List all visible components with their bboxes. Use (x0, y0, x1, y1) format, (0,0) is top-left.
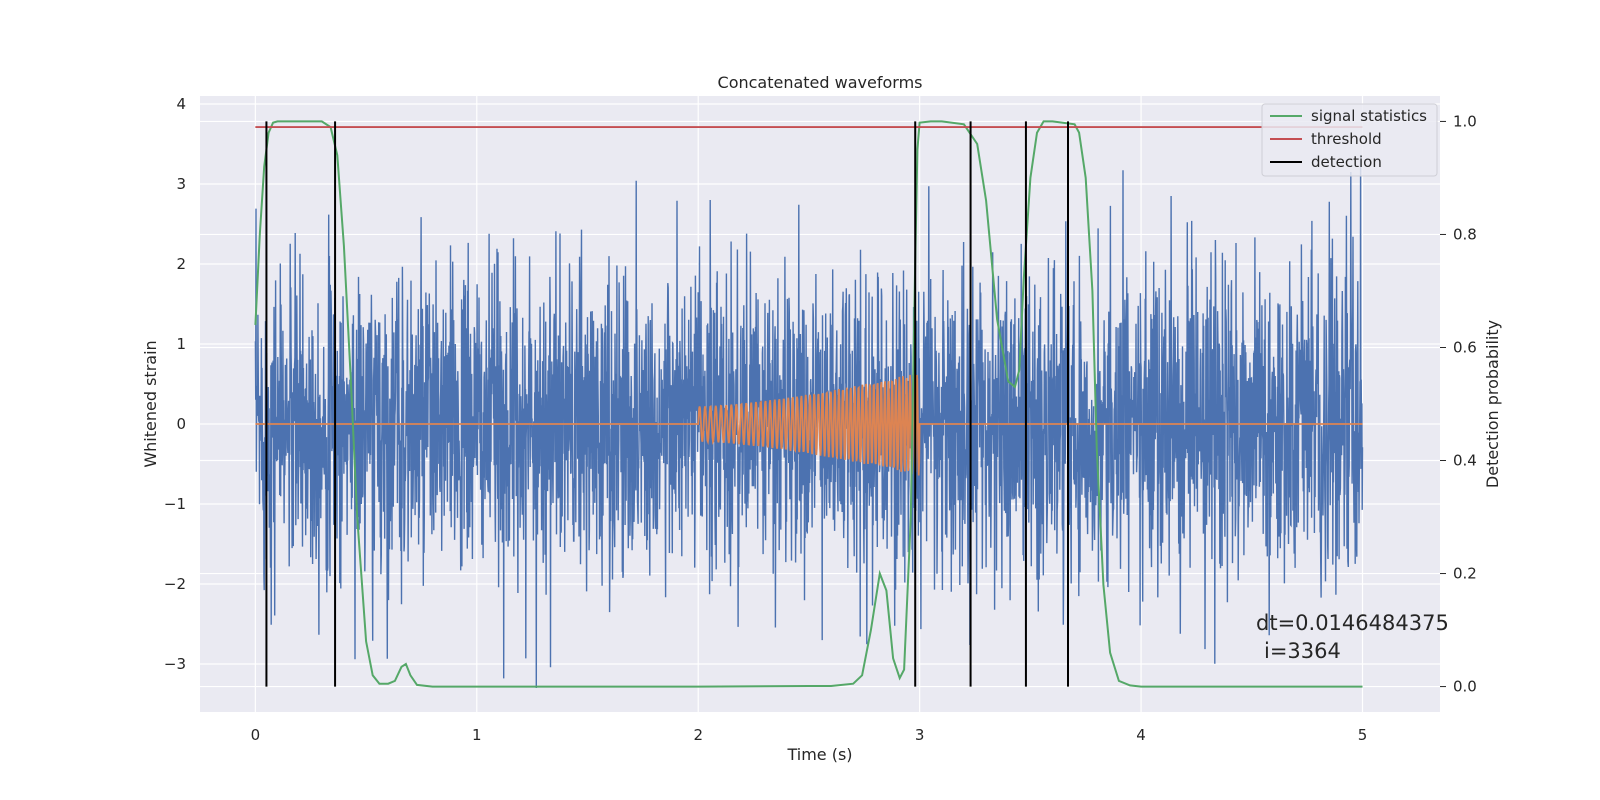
template-waveform-series (255, 373, 1363, 476)
annotation-dt: dt=0.0146484375 (1256, 611, 1449, 635)
chart-title: Concatenated waveforms (718, 73, 923, 92)
x-tick-label: 2 (693, 726, 703, 744)
whitened-strain-series (254, 154, 1364, 689)
y-tick-label: −3 (164, 655, 186, 673)
x-tick-label: 0 (251, 726, 261, 744)
x-tick-label: 1 (472, 726, 482, 744)
legend-label-signal: signal statistics (1311, 107, 1427, 125)
detection-probability-series (254, 120, 1363, 688)
strain-line (254, 154, 1364, 689)
axis-ticks: 0 1 2 3 4 5 −3 −2 −1 0 1 2 3 4 0.0 0.2 0.4 0.6 0.8 1.0 (164, 95, 1477, 744)
y-tick-label: −1 (164, 495, 186, 513)
y-tick-label: 1 (176, 335, 186, 353)
x-tick-label: 5 (1358, 726, 1368, 744)
annotation-index: i=3364 (1264, 639, 1341, 663)
y2-axis-label: Detection probability (1483, 320, 1502, 488)
y2-tick-label: 0.4 (1453, 452, 1477, 470)
signal-statistics-line (254, 120, 1363, 688)
legend: signal statistics threshold detection (1261, 103, 1438, 177)
x-axis-label: Time (s) (786, 745, 852, 764)
x-tick-label: 4 (1136, 726, 1146, 744)
y2-tick-label: 0.0 (1453, 678, 1477, 696)
y2-tick-label: 0.8 (1453, 225, 1477, 243)
y-tick-label: 2 (176, 255, 186, 273)
legend-label-detection: detection (1311, 153, 1382, 171)
y-axis-label: Whitened strain (141, 340, 160, 467)
x-tick-label: 3 (915, 726, 925, 744)
y-tick-label: −2 (164, 575, 186, 593)
y2-tick-label: 0.2 (1453, 565, 1477, 583)
y2-tick-label: 0.6 (1453, 338, 1477, 356)
legend-box (1261, 103, 1438, 177)
template-line (255, 373, 1363, 476)
legend-label-threshold: threshold (1311, 130, 1382, 148)
y-tick-label: 3 (176, 175, 186, 193)
y-tick-label: 0 (176, 415, 186, 433)
y2-tick-label: 1.0 (1453, 112, 1477, 130)
y-tick-label: 4 (176, 95, 186, 113)
